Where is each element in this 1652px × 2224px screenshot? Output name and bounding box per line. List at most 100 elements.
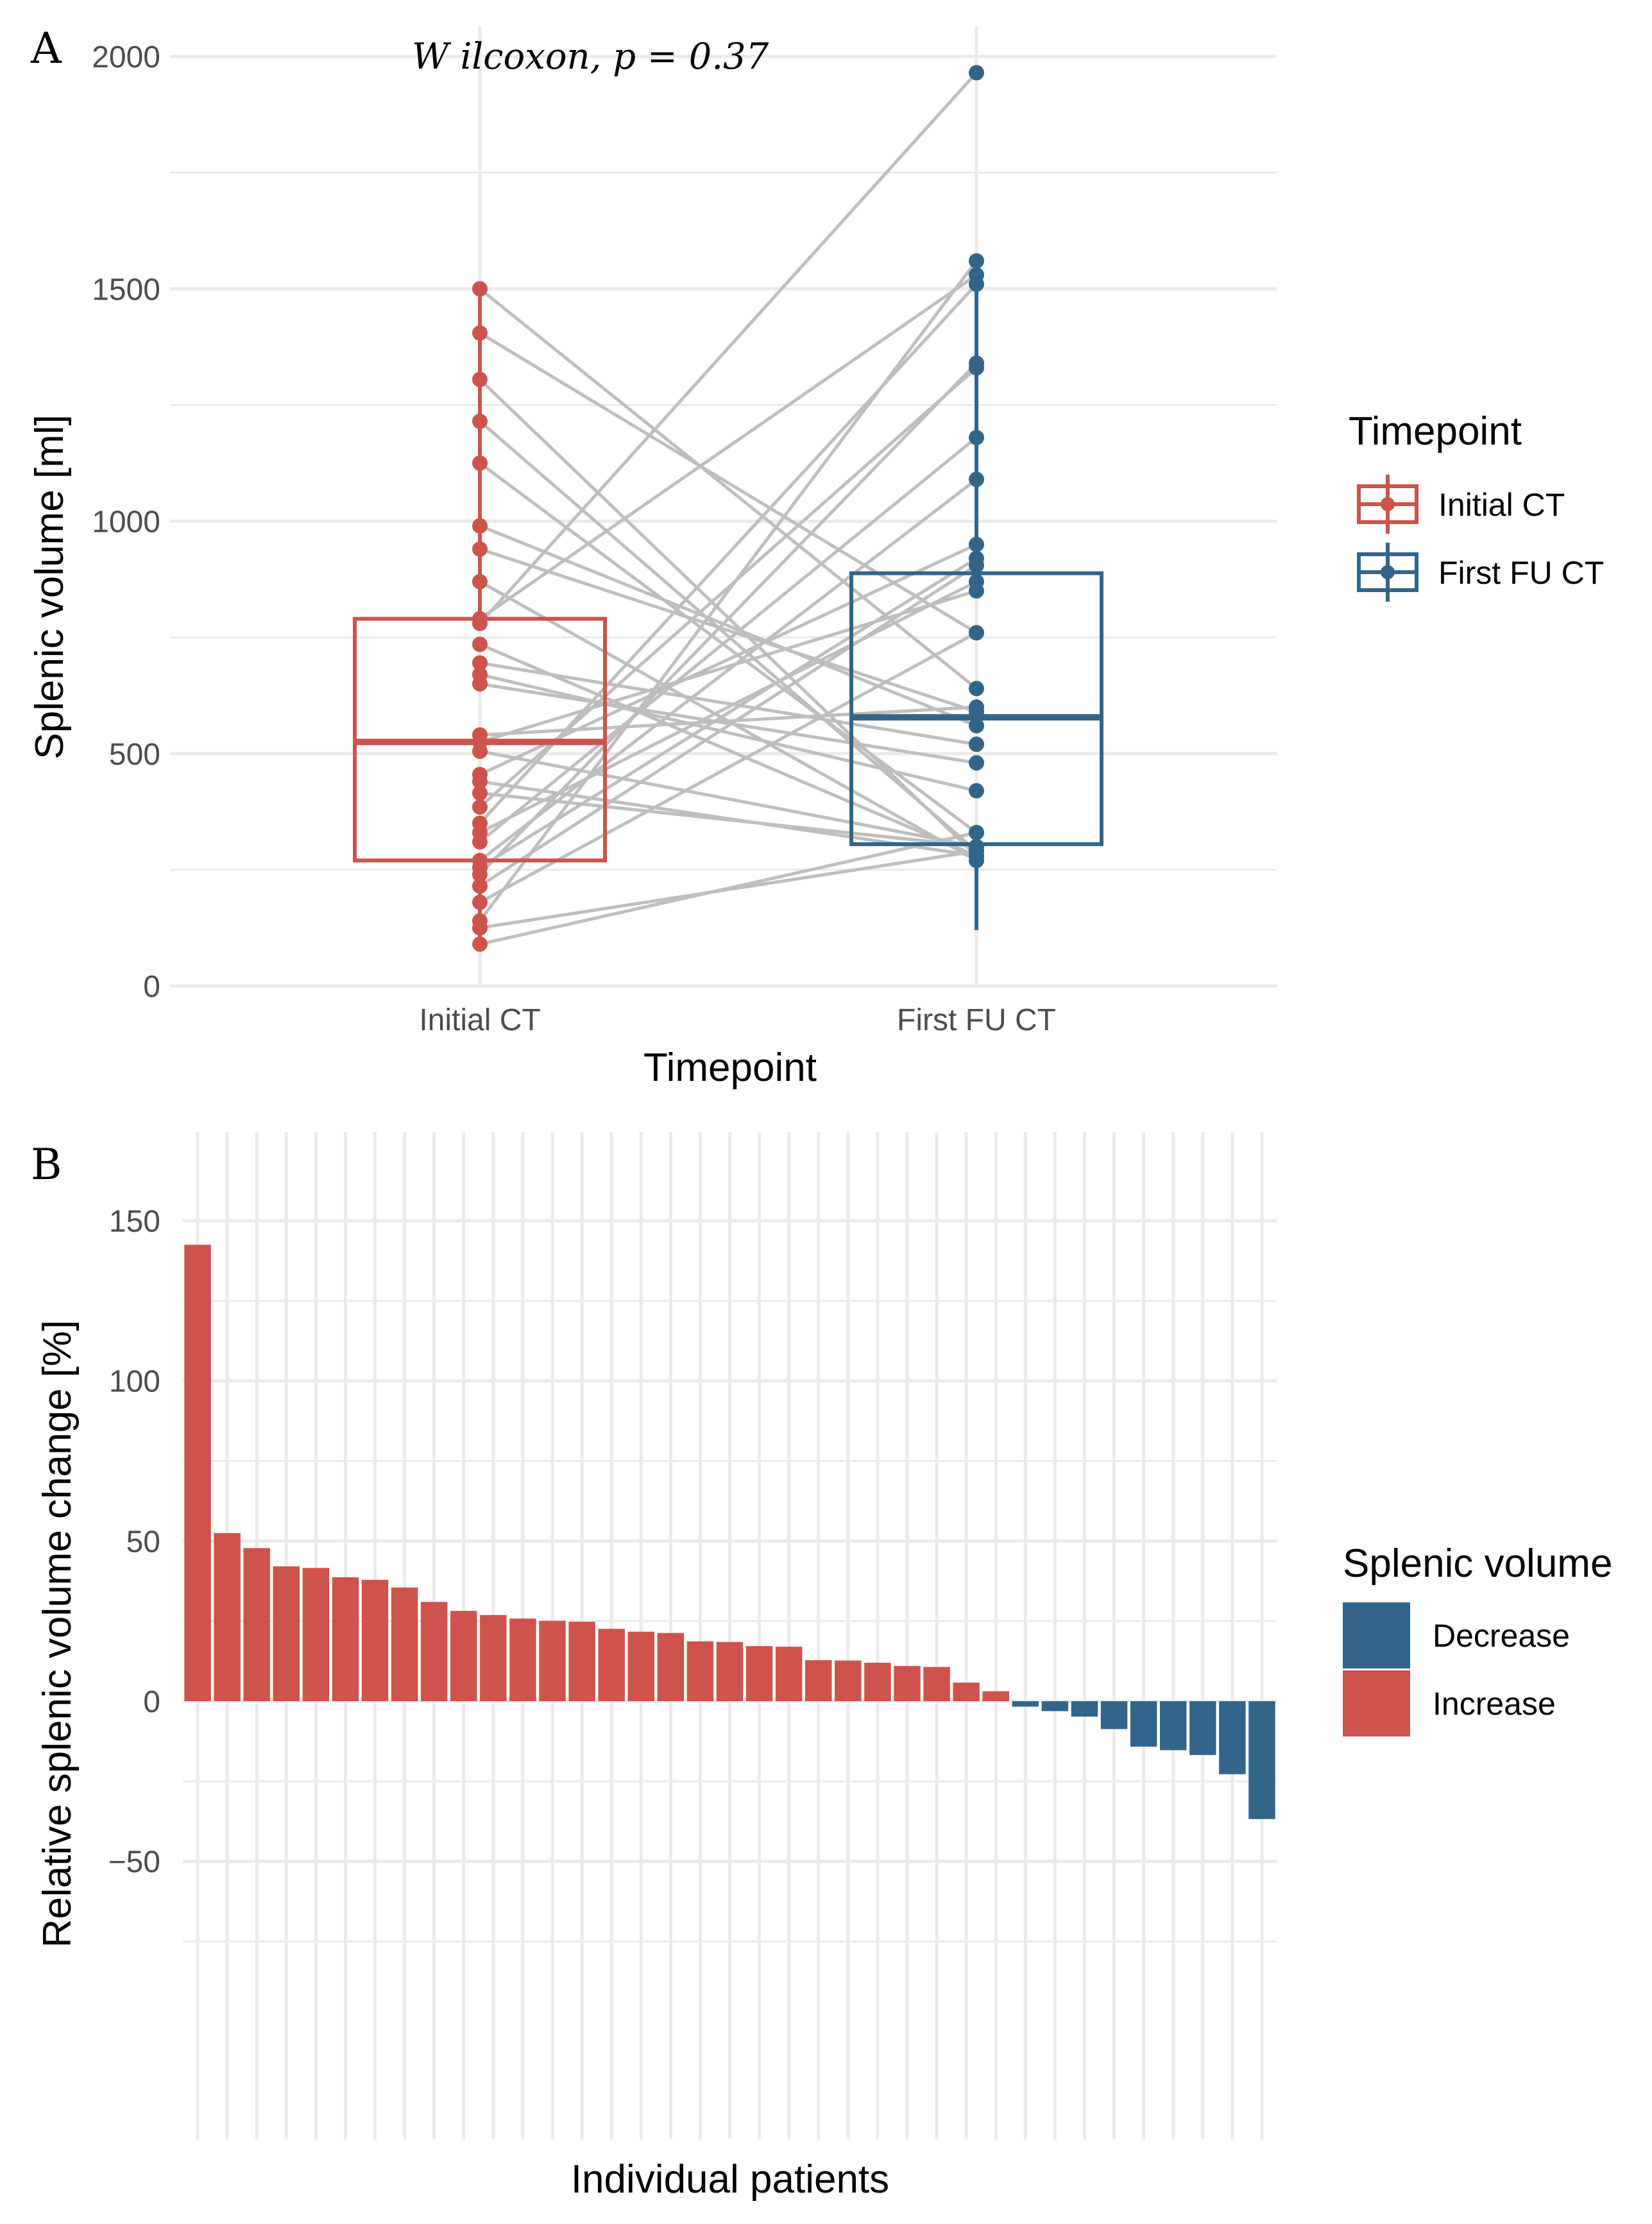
- x-tick-label: Initial CT: [419, 1003, 540, 1037]
- bar-increase: [214, 1532, 241, 1701]
- pair-line: [479, 749, 977, 849]
- point-first-fu-ct: [969, 536, 984, 552]
- pair-line: [479, 524, 977, 727]
- point-initial-ct: [472, 541, 488, 557]
- point-first-fu-ct: [969, 699, 984, 715]
- pair-line: [479, 547, 977, 713]
- y-tick-label: 100: [109, 1365, 160, 1399]
- panel-a-x-axis-title: Timepoint: [643, 1046, 817, 1090]
- point-first-fu-ct: [969, 755, 984, 771]
- legend-label-increase: Increase: [1433, 1686, 1556, 1722]
- bar-increase: [775, 1647, 803, 1701]
- point-first-fu-ct: [969, 573, 984, 590]
- point-first-fu-ct: [969, 276, 984, 293]
- bar-increase: [686, 1641, 714, 1701]
- y-tick-label: 0: [143, 970, 160, 1004]
- pair-line: [479, 791, 977, 849]
- pair-line: [479, 478, 978, 862]
- panel-a-points: [472, 65, 984, 952]
- point-initial-ct: [472, 920, 488, 936]
- panel-b-legend: Splenic volume Decrease Increase: [1343, 1541, 1612, 1736]
- point-first-fu-ct: [969, 253, 984, 269]
- bar-increase: [953, 1683, 980, 1701]
- point-initial-ct: [472, 878, 488, 894]
- point-first-fu-ct: [969, 783, 984, 799]
- pair-line: [479, 543, 978, 776]
- bar-increase: [627, 1631, 654, 1701]
- y-tick-label: 1500: [92, 273, 160, 307]
- point-initial-ct: [472, 325, 488, 341]
- point-initial-ct: [472, 936, 488, 952]
- y-tick-label: −50: [108, 1846, 160, 1880]
- point-initial-ct: [472, 774, 488, 790]
- pair-line: [479, 273, 978, 620]
- panel-a-test-annotation: W ilcoxon, p = 0.37: [412, 36, 769, 78]
- bar-increase: [480, 1615, 507, 1701]
- y-tick-label: 50: [126, 1525, 160, 1559]
- legend-key-initial-ct: [1357, 475, 1418, 534]
- legend-key-decrease: [1343, 1602, 1410, 1668]
- point-first-fu-ct: [969, 625, 984, 641]
- panel-a-pair-lines: [479, 71, 978, 946]
- point-initial-ct: [472, 413, 488, 429]
- point-first-fu-ct: [969, 824, 984, 840]
- panel-b-bars: [184, 1244, 1275, 1819]
- bar-decrease: [1159, 1701, 1187, 1751]
- bar-increase: [450, 1611, 477, 1701]
- bar-increase: [598, 1629, 625, 1701]
- point-initial-ct: [472, 615, 488, 631]
- bar-increase: [302, 1568, 330, 1701]
- pair-line: [479, 661, 977, 746]
- bar-decrease: [1100, 1701, 1128, 1729]
- bar-increase: [539, 1620, 566, 1701]
- point-initial-ct: [472, 799, 488, 815]
- point-initial-ct: [472, 785, 488, 801]
- point-initial-ct: [472, 573, 488, 590]
- point-first-fu-ct: [969, 843, 984, 859]
- y-tick-label: 1000: [92, 505, 160, 539]
- panel-b: B −50 0 50 100 150 Individual patients Relat…: [31, 1132, 1612, 2202]
- pair-line: [479, 557, 978, 869]
- legend-key-followup-point: [1381, 565, 1395, 579]
- point-initial-ct: [472, 281, 488, 297]
- bar-increase: [923, 1667, 950, 1701]
- bar-increase: [420, 1602, 448, 1701]
- bar-increase: [361, 1579, 389, 1701]
- point-first-fu-ct: [969, 681, 984, 697]
- bar-increase: [657, 1633, 685, 1701]
- pair-line: [479, 831, 977, 946]
- point-initial-ct: [472, 867, 488, 883]
- bar-increase: [982, 1691, 1009, 1701]
- bar-increase: [243, 1548, 270, 1701]
- bar-increase: [332, 1577, 359, 1701]
- bar-increase: [184, 1244, 211, 1701]
- y-tick-label: 0: [143, 1685, 160, 1719]
- panel-a: A 0 500 1000 1500 2000 Initial CT First FU CT…: [28, 24, 1604, 1090]
- bar-decrease: [1071, 1701, 1098, 1717]
- pair-line: [479, 71, 978, 625]
- point-first-fu-ct: [969, 557, 984, 573]
- panel-b-letter: B: [31, 1140, 62, 1189]
- point-first-fu-ct: [969, 355, 984, 371]
- bar-decrease: [1219, 1701, 1246, 1774]
- point-initial-ct: [472, 655, 488, 671]
- panel-a-y-ticks: 0 500 1000 1500 2000: [92, 40, 160, 1004]
- point-initial-ct: [472, 894, 488, 910]
- bar-decrease: [1189, 1701, 1216, 1755]
- panel-a-grid: [170, 26, 1277, 988]
- bar-increase: [391, 1587, 418, 1701]
- panel-b-x-axis-title: Individual patients: [571, 2157, 889, 2202]
- pair-line: [479, 283, 978, 825]
- bar-increase: [805, 1660, 832, 1701]
- legend-key-first-fu-ct: [1357, 543, 1418, 602]
- point-initial-ct: [472, 371, 488, 387]
- bar-increase: [864, 1663, 891, 1701]
- panel-b-legend-title: Splenic volume: [1343, 1541, 1612, 1586]
- pair-line: [479, 260, 978, 922]
- pair-line: [479, 682, 977, 765]
- legend-key-initial-point: [1381, 497, 1395, 511]
- legend-label-initial-ct: Initial CT: [1438, 487, 1565, 523]
- point-first-fu-ct: [969, 736, 984, 752]
- bar-increase: [894, 1666, 921, 1701]
